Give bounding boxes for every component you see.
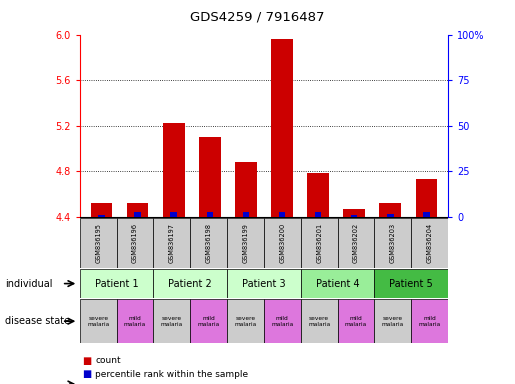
Text: individual: individual	[5, 278, 53, 289]
Bar	[380, 203, 401, 217]
Text: GSM836204: GSM836204	[426, 223, 433, 263]
Text: percentile rank within the sample: percentile rank within the sample	[95, 369, 248, 379]
Bar	[338, 299, 374, 343]
Bar	[387, 214, 393, 217]
Bar	[170, 212, 177, 217]
Text: GSM836199: GSM836199	[243, 223, 249, 263]
Text: mild
malaria: mild malaria	[271, 316, 294, 327]
Bar	[227, 269, 301, 298]
Bar	[264, 299, 301, 343]
Bar	[315, 212, 321, 217]
Bar	[116, 299, 153, 343]
Bar	[423, 212, 430, 217]
Bar	[374, 269, 448, 298]
Text: Patient 2: Patient 2	[168, 278, 212, 289]
Bar	[301, 218, 338, 268]
Text: GSM836202: GSM836202	[353, 223, 359, 263]
Text: GDS4259 / 7916487: GDS4259 / 7916487	[190, 11, 325, 24]
Bar	[80, 218, 116, 268]
Bar	[153, 218, 191, 268]
Bar	[351, 215, 357, 217]
Bar	[191, 218, 227, 268]
Bar	[116, 218, 153, 268]
Text: severe
malaria: severe malaria	[161, 316, 183, 327]
Bar	[235, 162, 256, 217]
Text: severe
malaria: severe malaria	[87, 316, 109, 327]
Bar	[91, 203, 112, 217]
Bar	[199, 137, 220, 217]
Bar	[344, 209, 365, 217]
Bar	[98, 215, 105, 217]
Text: disease state: disease state	[5, 316, 70, 326]
Bar	[307, 172, 329, 217]
Bar	[301, 299, 338, 343]
Text: Patient 5: Patient 5	[389, 278, 433, 289]
Text: Patient 4: Patient 4	[316, 278, 359, 289]
Text: mild
malaria: mild malaria	[419, 316, 441, 327]
Text: GSM836201: GSM836201	[316, 223, 322, 263]
Bar	[374, 299, 411, 343]
Bar	[271, 39, 293, 217]
Text: severe
malaria: severe malaria	[234, 316, 256, 327]
Bar	[264, 218, 301, 268]
Text: GSM836195: GSM836195	[95, 223, 101, 263]
Bar	[227, 218, 264, 268]
Bar	[227, 299, 264, 343]
Text: severe
malaria: severe malaria	[308, 316, 330, 327]
Bar	[338, 218, 374, 268]
Text: mild
malaria: mild malaria	[124, 316, 146, 327]
Bar	[191, 299, 227, 343]
Text: count: count	[95, 356, 121, 365]
Bar	[153, 269, 227, 298]
Text: mild
malaria: mild malaria	[198, 316, 220, 327]
Text: severe
malaria: severe malaria	[382, 316, 404, 327]
Bar	[207, 212, 213, 217]
Text: ■: ■	[82, 356, 92, 366]
Bar	[416, 179, 437, 217]
Text: ■: ■	[82, 369, 92, 379]
Text: GSM836197: GSM836197	[169, 223, 175, 263]
Bar	[243, 212, 249, 217]
Text: Patient 3: Patient 3	[242, 278, 286, 289]
Bar	[153, 299, 191, 343]
Text: GSM836203: GSM836203	[390, 223, 396, 263]
Bar	[411, 218, 448, 268]
Bar	[80, 269, 153, 298]
Bar	[374, 218, 411, 268]
Text: GSM836196: GSM836196	[132, 223, 138, 263]
Text: Patient 1: Patient 1	[95, 278, 139, 289]
Bar	[279, 212, 285, 217]
Bar	[163, 124, 184, 217]
Text: mild
malaria: mild malaria	[345, 316, 367, 327]
Bar	[80, 299, 116, 343]
Bar	[127, 203, 148, 217]
Text: GSM836198: GSM836198	[205, 223, 212, 263]
Bar	[134, 212, 141, 217]
Text: GSM836200: GSM836200	[279, 223, 285, 263]
Bar	[411, 299, 448, 343]
Bar	[301, 269, 374, 298]
